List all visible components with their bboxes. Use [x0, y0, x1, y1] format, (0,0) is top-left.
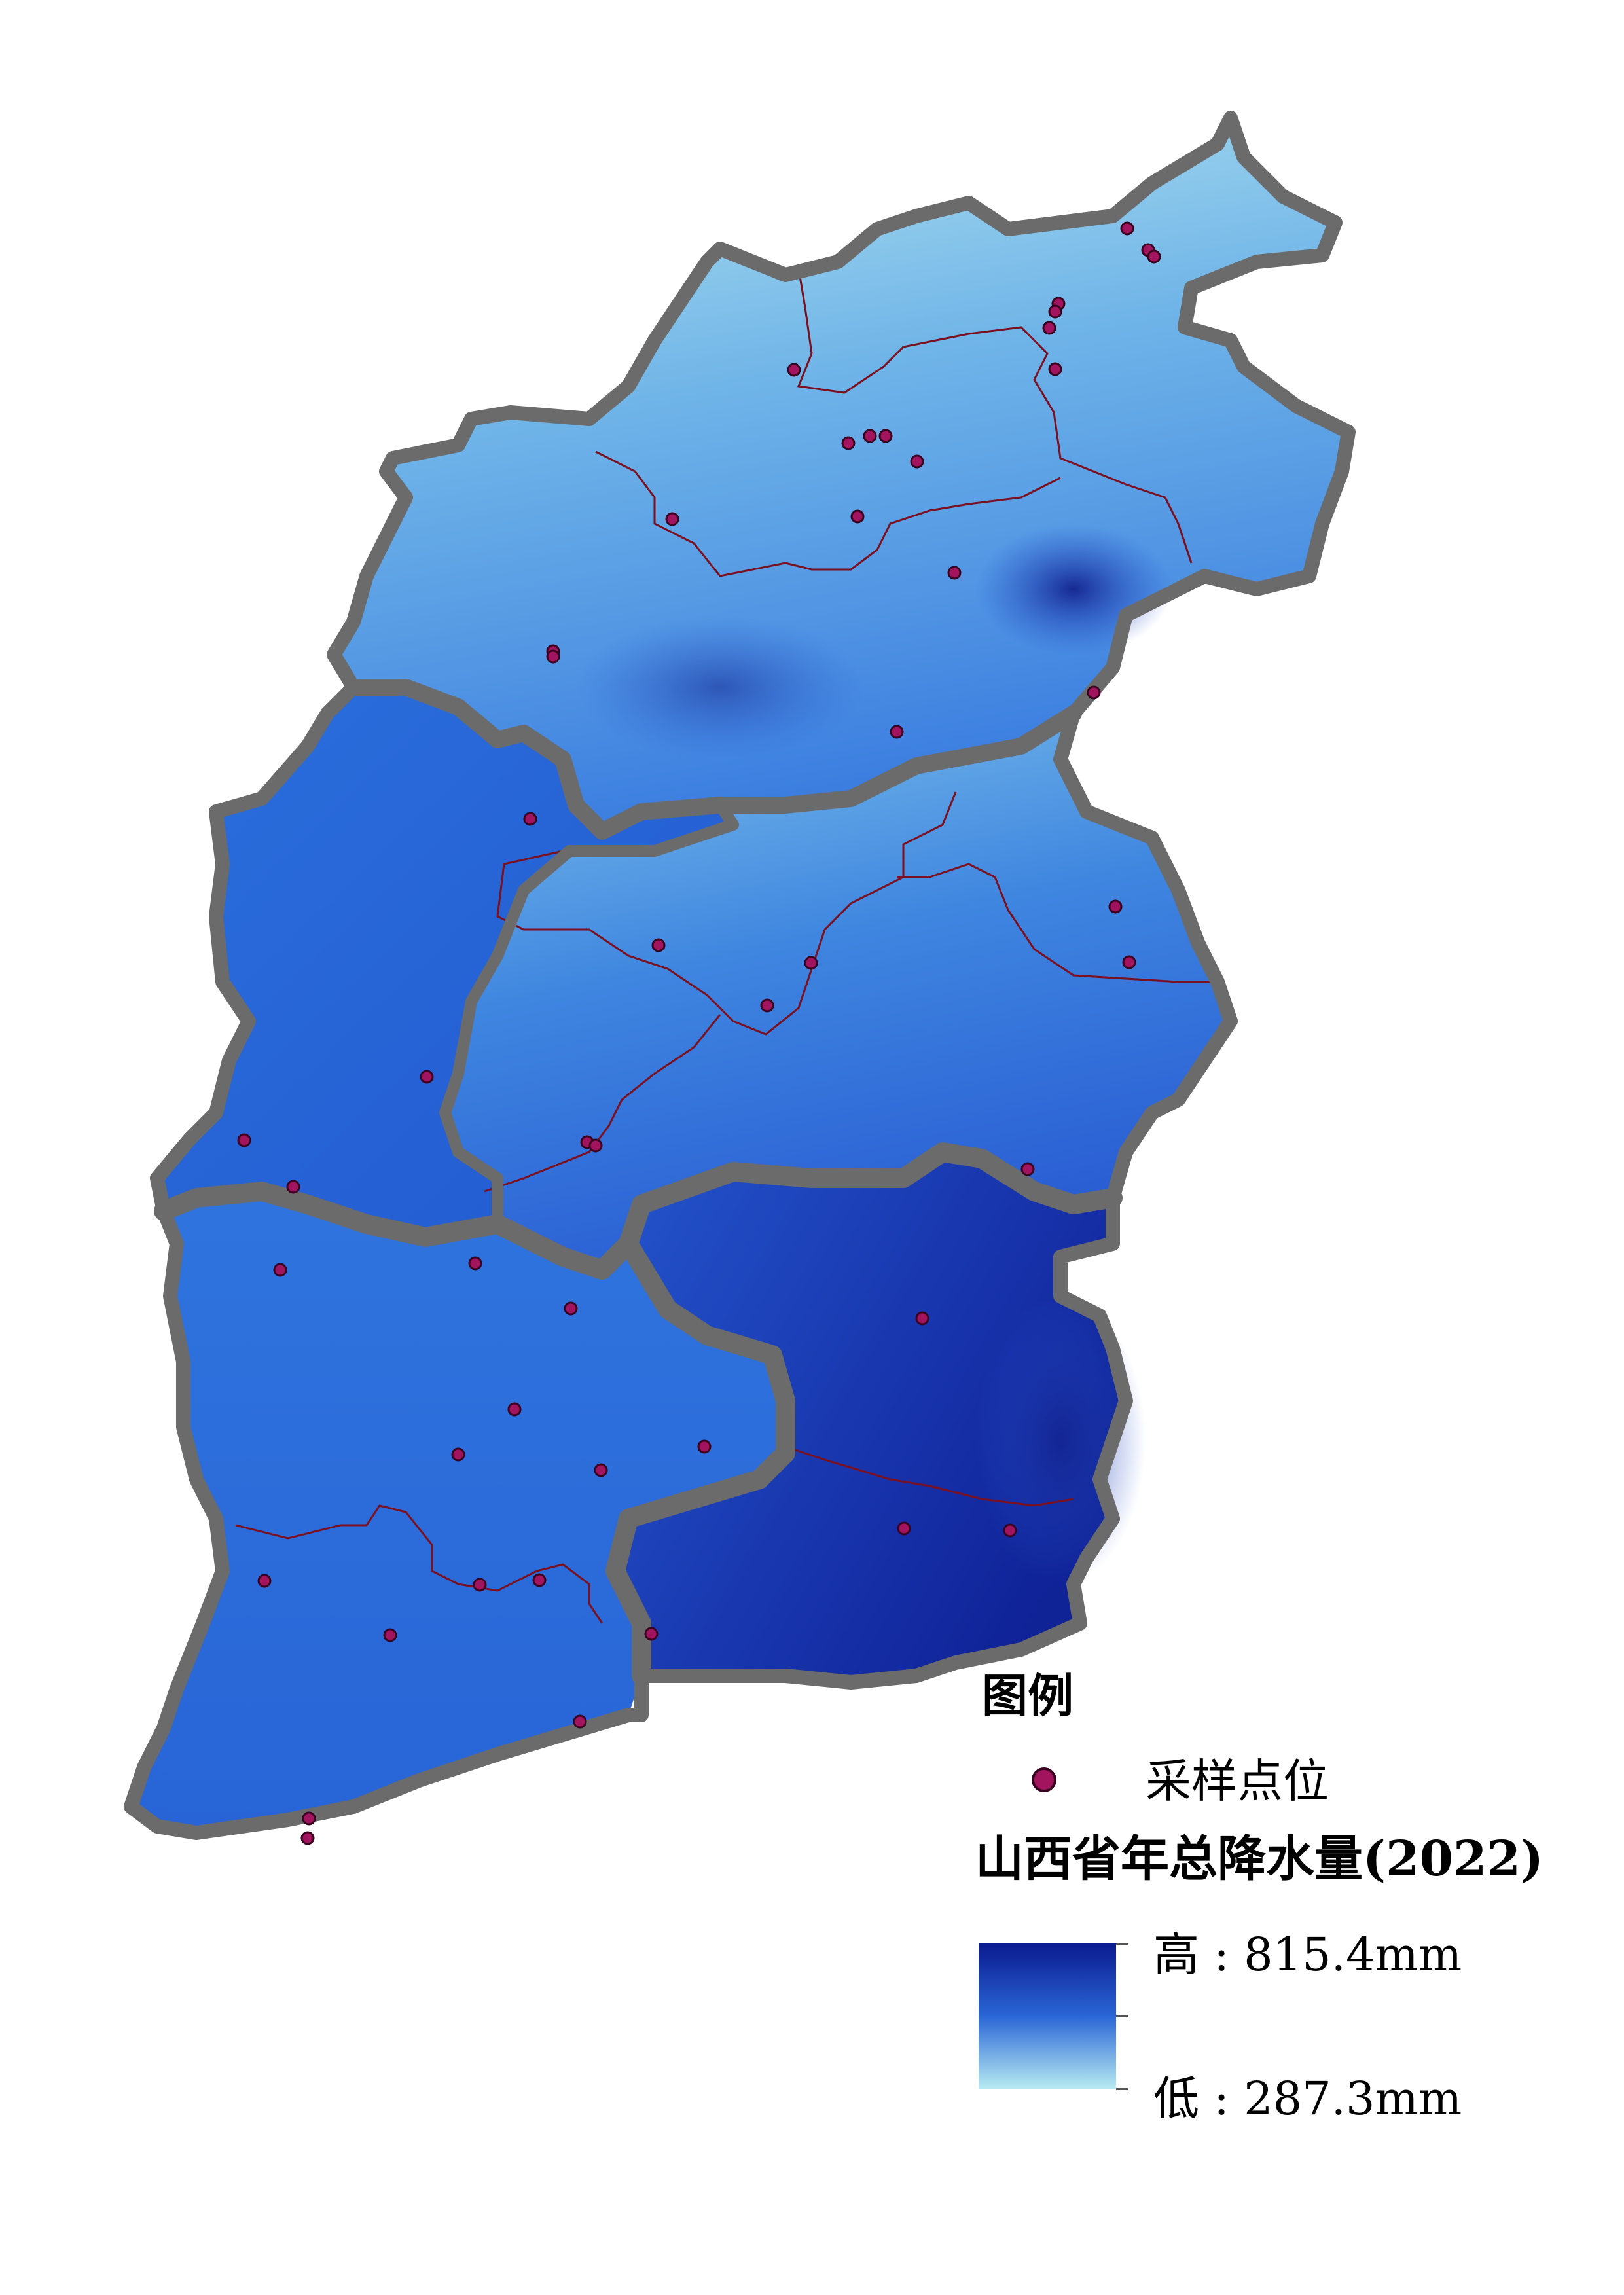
precipitation-surface — [131, 118, 1348, 1833]
sample-point — [787, 363, 801, 377]
sample-points — [237, 221, 1161, 1845]
sample-point — [1048, 304, 1062, 319]
sample-point — [532, 1573, 547, 1587]
sample-point — [546, 649, 560, 664]
region-divider — [345, 679, 1082, 840]
sample-point — [1087, 685, 1101, 700]
precipitation-color-ramp — [979, 1943, 1116, 2089]
high-precip-patch — [975, 524, 1172, 655]
sample-point — [890, 725, 904, 739]
sample-point — [863, 429, 877, 443]
ramp-low-label: 低 : 287.3mm — [1153, 2072, 1462, 2125]
ramp-tick-bottom — [1116, 2088, 1128, 2090]
sample-point — [1020, 1162, 1035, 1176]
sample-point — [850, 509, 865, 524]
sample-point — [383, 1628, 397, 1642]
sample-point — [473, 1578, 487, 1592]
inner-boundary — [484, 1014, 721, 1193]
sample-point — [468, 1256, 482, 1271]
sample-point — [420, 1070, 434, 1084]
sample-point — [910, 454, 924, 469]
sample-point — [915, 1311, 929, 1326]
sample-point — [594, 1463, 608, 1477]
sample-point — [665, 512, 679, 526]
sample-point — [1108, 899, 1123, 914]
ramp-tick-top — [1116, 1943, 1128, 1945]
sample-point — [651, 938, 666, 952]
inner-boundary — [235, 1504, 604, 1624]
sample-point — [804, 956, 818, 970]
sample-point — [878, 429, 893, 443]
sample-point — [237, 1133, 251, 1148]
legend-heading: 图例 — [982, 1669, 1074, 1723]
high-precip-patch — [576, 615, 864, 759]
inner-boundary — [797, 268, 1193, 564]
sample-point — [1122, 955, 1136, 969]
region-boundaries — [124, 111, 1356, 1840]
high-precip-patch — [975, 1296, 1146, 1584]
sample-point — [286, 1180, 300, 1194]
ramp-tick-mid — [1116, 2015, 1128, 2017]
sample-point — [947, 566, 962, 580]
sample-point — [302, 1811, 316, 1826]
sample-point — [573, 1714, 587, 1729]
sample-point — [1003, 1523, 1017, 1538]
sample-point — [1147, 249, 1161, 264]
ramp-high-label: 高 : 815.4mm — [1153, 1928, 1462, 1981]
sample-point — [523, 812, 537, 826]
sample-point — [1042, 321, 1056, 335]
province-outline — [124, 111, 1356, 1840]
color-ramp-title: 山西省年总降水量(2022) — [975, 1831, 1543, 1887]
inner-boundary — [897, 863, 1218, 983]
sample-point — [697, 1439, 712, 1454]
sample-point — [507, 1402, 522, 1417]
sample-point — [1120, 221, 1134, 236]
sample-point — [644, 1627, 659, 1641]
sample-point — [897, 1521, 911, 1536]
sample-point — [841, 436, 856, 450]
sample-point — [300, 1831, 315, 1845]
sample-point — [273, 1263, 287, 1277]
sample-point — [564, 1301, 578, 1316]
sample-point-legend-icon — [1032, 1767, 1056, 1792]
sample-point — [760, 998, 774, 1013]
sample-point-legend-label: 采样点位 — [1146, 1754, 1329, 1808]
southeast-region — [615, 1152, 1126, 1682]
region-divider — [605, 1234, 795, 1686]
inner-boundary — [785, 1445, 1074, 1507]
southwest-region — [131, 1191, 785, 1833]
sample-point — [588, 1138, 603, 1153]
inner-boundary — [496, 791, 957, 1036]
sample-point — [451, 1447, 465, 1462]
inner-boundary — [595, 450, 1061, 577]
sample-point — [257, 1574, 272, 1588]
region-divider — [439, 799, 739, 1230]
inner-boundaries — [235, 268, 1218, 1624]
sample-point — [1048, 362, 1062, 376]
